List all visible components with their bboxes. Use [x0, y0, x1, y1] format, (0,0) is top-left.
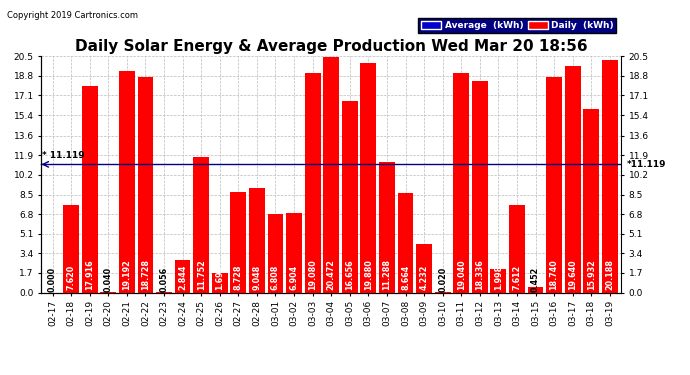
Text: 7.612: 7.612 [513, 264, 522, 290]
Bar [212, 273, 228, 292]
Bar [249, 188, 265, 292]
Text: 19.192: 19.192 [122, 259, 131, 290]
Bar [360, 63, 376, 292]
Text: 0.020: 0.020 [438, 267, 447, 292]
Bar [602, 60, 618, 292]
Bar [379, 162, 395, 292]
Bar [268, 214, 284, 292]
Text: 0.040: 0.040 [104, 267, 112, 292]
Bar [416, 244, 432, 292]
Text: 6.904: 6.904 [290, 264, 299, 290]
Text: 19.640: 19.640 [568, 259, 578, 290]
Text: Copyright 2019 Cartronics.com: Copyright 2019 Cartronics.com [7, 11, 138, 20]
Bar [286, 213, 302, 292]
Bar [305, 73, 321, 292]
Text: 18.728: 18.728 [141, 259, 150, 290]
Text: 19.080: 19.080 [308, 259, 317, 290]
Text: *11.119: *11.119 [627, 160, 667, 169]
Text: 1.998: 1.998 [494, 264, 503, 290]
Bar [230, 192, 246, 292]
Title: Daily Solar Energy & Average Production Wed Mar 20 18:56: Daily Solar Energy & Average Production … [75, 39, 587, 54]
Legend: Average  (kWh), Daily  (kWh): Average (kWh), Daily (kWh) [418, 18, 616, 33]
Text: 19.040: 19.040 [457, 259, 466, 290]
Text: 15.932: 15.932 [586, 259, 595, 290]
Text: 20.472: 20.472 [326, 259, 336, 290]
Text: 8.664: 8.664 [401, 264, 410, 290]
Bar [193, 157, 209, 292]
Text: 18.740: 18.740 [550, 259, 559, 290]
Text: 16.656: 16.656 [345, 259, 354, 290]
Text: 17.916: 17.916 [85, 259, 95, 290]
Text: 9.048: 9.048 [253, 264, 262, 290]
Bar [528, 287, 544, 292]
Bar [137, 76, 153, 292]
Text: 11.288: 11.288 [382, 259, 391, 290]
Bar [453, 73, 469, 292]
Text: 2.844: 2.844 [178, 264, 187, 290]
Text: 6.808: 6.808 [271, 264, 280, 290]
Text: * 11.119: * 11.119 [42, 151, 85, 160]
Text: 20.188: 20.188 [605, 259, 614, 290]
Bar [82, 86, 97, 292]
Bar [546, 76, 562, 292]
Bar [583, 109, 599, 292]
Bar [472, 81, 488, 292]
Text: 19.880: 19.880 [364, 259, 373, 290]
Bar [324, 57, 339, 292]
Bar [491, 270, 506, 292]
Text: 0.000: 0.000 [48, 267, 57, 292]
Bar [175, 260, 190, 292]
Text: 8.728: 8.728 [234, 264, 243, 290]
Bar [342, 100, 357, 292]
Text: 0.452: 0.452 [531, 267, 540, 292]
Bar [565, 66, 580, 292]
Text: 0.056: 0.056 [159, 267, 168, 292]
Text: 4.232: 4.232 [420, 264, 428, 290]
Bar [63, 205, 79, 292]
Bar [397, 193, 413, 292]
Text: 11.752: 11.752 [197, 259, 206, 290]
Bar [509, 205, 525, 292]
Text: 7.620: 7.620 [67, 264, 76, 290]
Bar [119, 71, 135, 292]
Text: 1.692: 1.692 [215, 264, 224, 290]
Text: 18.336: 18.336 [475, 259, 484, 290]
